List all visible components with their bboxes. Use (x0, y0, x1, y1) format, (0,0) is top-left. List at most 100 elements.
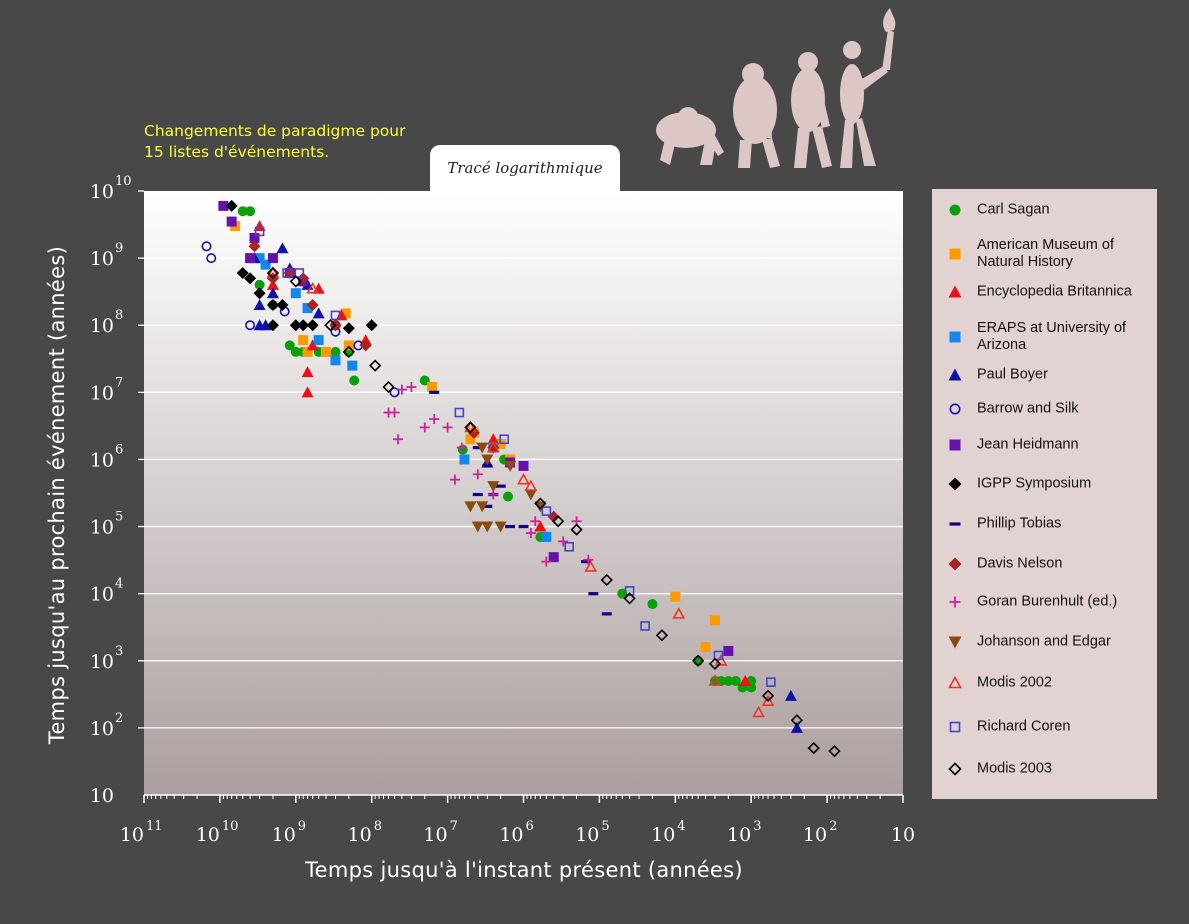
y-tick-label: 10 2 (90, 711, 123, 740)
data-point (784, 689, 797, 701)
data-point (617, 588, 628, 599)
legend-marker-icon (949, 439, 961, 451)
series-7 (225, 199, 378, 335)
x-tick-label: 10 11 (120, 819, 163, 846)
data-point (396, 384, 407, 395)
x-tick-exponent: 5 (601, 819, 609, 834)
data-point (471, 521, 484, 533)
data-point (237, 206, 248, 217)
legend-marker-icon (949, 248, 961, 260)
data-point (708, 674, 722, 686)
data-point (766, 677, 776, 687)
legend-item: Encyclopedia Britannica (932, 276, 1157, 308)
x-tick-base: 10 (651, 824, 675, 846)
data-point (558, 536, 569, 547)
data-point (472, 492, 483, 497)
y-tick-base: 10 (90, 248, 114, 270)
data-point (248, 240, 261, 253)
legend-marker (949, 204, 961, 216)
data-point (218, 200, 229, 211)
legend-marker-icon (949, 721, 961, 733)
data-point (236, 266, 249, 279)
data-point (693, 655, 704, 666)
y-tick-exponent: 3 (115, 644, 123, 659)
legend-label: Jean Heidmann (977, 436, 1079, 453)
legend-marker-icon (948, 557, 962, 571)
series-13 (254, 226, 776, 687)
x-tick-label: 10 (891, 824, 915, 846)
data-point (245, 320, 256, 331)
legend-item: Johanson and Edgar (932, 626, 1157, 658)
data-point (482, 504, 493, 508)
x-tick-exponent: 4 (677, 819, 685, 834)
data-point (713, 650, 724, 661)
data-point (524, 489, 537, 501)
chart-subtitle-text: Changements de paradigme pour 15 listes … (144, 122, 406, 161)
data-point (459, 454, 470, 465)
legend-marker-icon (948, 762, 962, 776)
series-11 (464, 442, 547, 533)
y-tick-base: 10 (90, 449, 114, 471)
data-point (442, 422, 453, 433)
data-point (504, 460, 517, 472)
x-tick-base: 10 (272, 824, 296, 846)
chart-subtitle: Changements de paradigme pour 15 listes … (144, 121, 424, 163)
legend-label: Encyclopedia Britannica (977, 283, 1132, 300)
data-point (302, 303, 313, 314)
data-point (472, 469, 483, 480)
data-point (342, 345, 355, 359)
data-point (541, 506, 552, 516)
data-point (583, 554, 594, 565)
data-point (225, 199, 238, 212)
data-point (349, 375, 360, 386)
legend-label: Paul Boyer (977, 366, 1048, 383)
data-point (581, 560, 592, 564)
axes (138, 190, 904, 803)
data-point (266, 287, 279, 299)
data-point (254, 253, 265, 264)
data-point (266, 266, 280, 280)
data-point (301, 366, 314, 378)
data-point (524, 479, 538, 491)
y-tick-label: 10 4 (90, 577, 123, 606)
data-point (708, 657, 722, 670)
data-point (253, 319, 266, 331)
data-points (201, 199, 841, 758)
data-point (494, 521, 507, 533)
data-point (761, 694, 775, 706)
data-point (730, 675, 741, 686)
data-point (427, 382, 438, 393)
data-point (289, 275, 302, 288)
y-tick-exponent: 2 (115, 711, 123, 726)
x-axis-label: Temps jusqu'à l'instant présent (années) (144, 858, 904, 882)
data-point (547, 510, 560, 523)
data-point (297, 319, 310, 332)
data-point (807, 741, 820, 755)
data-point (340, 308, 351, 319)
data-point (476, 501, 489, 513)
legend-item: Davis Nelson (932, 548, 1157, 580)
data-point (245, 253, 256, 264)
x-tick-exponent: 11 (146, 819, 163, 834)
data-point (330, 310, 341, 321)
data-point (254, 279, 265, 290)
data-point (393, 434, 404, 445)
data-point (290, 346, 301, 357)
data-point (359, 339, 372, 352)
legend-marker (949, 331, 961, 343)
legend-marker-icon (949, 596, 961, 608)
data-point (601, 612, 612, 616)
data-point (790, 714, 804, 727)
x-tick-exponent: 3 (753, 819, 761, 834)
data-point (226, 216, 237, 227)
x-tick-base: 10 (891, 824, 915, 846)
legend-item: Paul Boyer (932, 359, 1157, 391)
data-point (752, 705, 765, 718)
data-point (476, 442, 489, 454)
data-point (714, 654, 728, 666)
data-point (472, 446, 483, 450)
data-point (276, 299, 289, 312)
data-point (306, 299, 319, 312)
x-tick-label: 10 3 (727, 819, 761, 846)
legend-marker (948, 285, 962, 298)
